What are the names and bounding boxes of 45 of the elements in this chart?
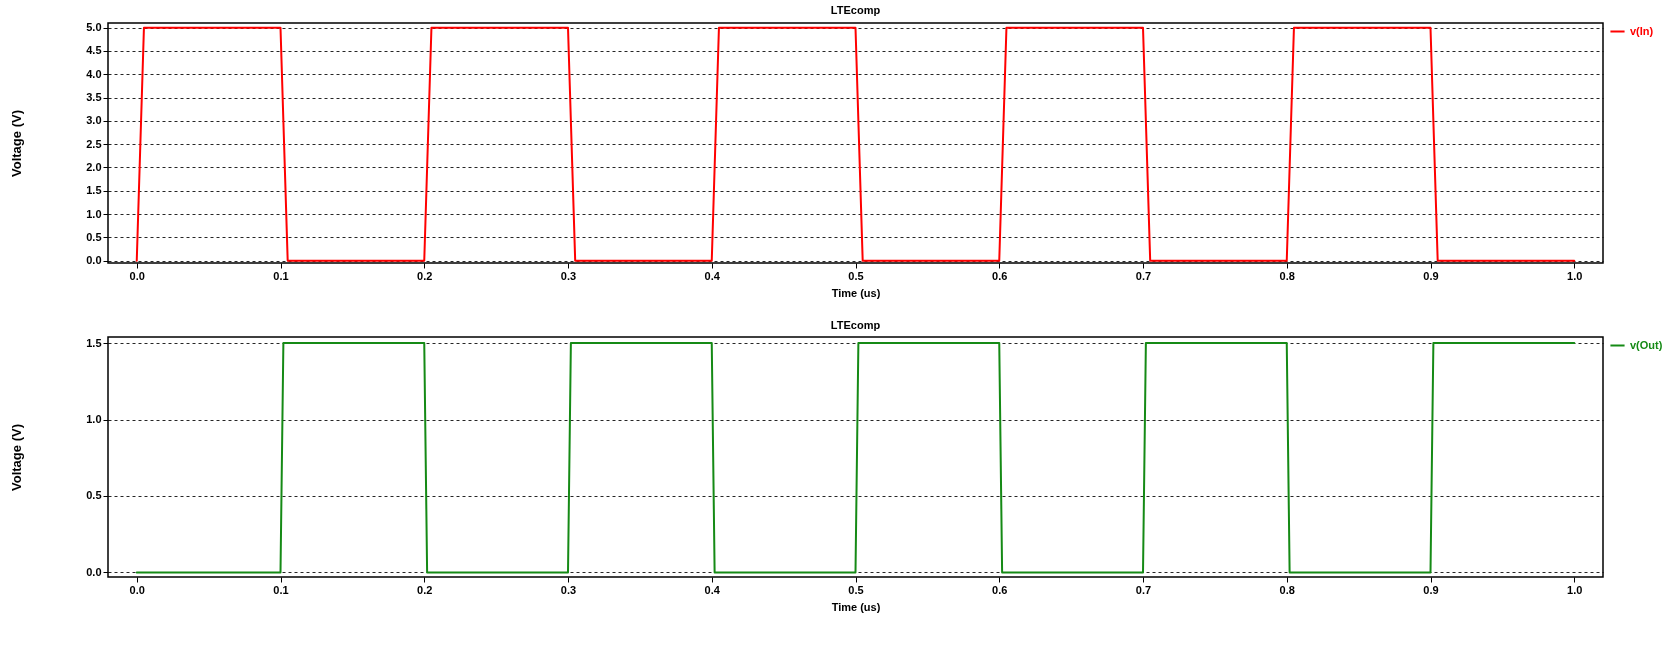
x-tick-label: 0.3 (560, 269, 577, 282)
y-axis-title: Voltage (V) (9, 424, 25, 491)
y-tick-label: 0.0 (86, 254, 102, 267)
chart-title: LTEcomp (830, 319, 881, 331)
x-tick-label: 0.9 (1423, 269, 1439, 282)
x-tick-label: 1.0 (1567, 583, 1583, 596)
y-tick-label: 1.0 (86, 413, 102, 426)
x-tick-label: 0.2 (417, 583, 433, 596)
x-tick-label: 0.5 (848, 583, 864, 596)
y-tick-label: 1.0 (86, 207, 102, 220)
x-tick-label: 0.1 (273, 269, 289, 282)
x-tick-label: 0.0 (129, 269, 145, 282)
y-tick-label: 3.0 (86, 114, 102, 127)
y-tick-label: 2.5 (86, 137, 102, 150)
x-axis-title: Time (us) (831, 600, 881, 613)
x-axis-title: Time (us) (831, 286, 881, 299)
x-tick-label: 0.1 (273, 583, 289, 596)
y-tick-label: 4.0 (86, 67, 102, 80)
y-tick-label: 0.5 (86, 230, 102, 243)
y-tick-label: 5.0 (86, 21, 102, 34)
y-tick-label: 1.5 (86, 336, 102, 349)
x-tick-label: 0.8 (1279, 269, 1295, 282)
x-tick-label: 0.6 (992, 583, 1008, 596)
x-tick-label: 0.3 (560, 583, 577, 596)
x-tick-label: 0.9 (1423, 583, 1439, 596)
legend-label: v(Out) (1630, 338, 1663, 351)
x-tick-label: 0.0 (129, 583, 145, 596)
x-tick-label: 0.2 (417, 269, 433, 282)
x-tick-label: 0.6 (992, 269, 1008, 282)
y-axis-title: Voltage (V) (9, 110, 25, 177)
y-tick-label: 0.5 (86, 489, 102, 502)
x-tick-label: 0.5 (848, 269, 864, 282)
x-tick-label: 0.7 (1135, 583, 1152, 596)
chart-title: LTEcomp (830, 3, 881, 16)
x-tick-label: 0.4 (704, 583, 721, 596)
y-tick-label: 4.5 (86, 44, 102, 57)
y-tick-label: 2.0 (86, 160, 102, 173)
legend-label: v(In) (1630, 24, 1654, 37)
x-tick-label: 0.8 (1279, 583, 1295, 596)
x-tick-label: 1.0 (1567, 269, 1583, 282)
x-tick-label: 0.4 (704, 269, 721, 282)
y-tick-label: 3.5 (86, 91, 102, 104)
y-tick-label: 0.0 (86, 565, 102, 578)
x-tick-label: 0.7 (1135, 269, 1152, 282)
y-tick-label: 1.5 (86, 184, 102, 197)
